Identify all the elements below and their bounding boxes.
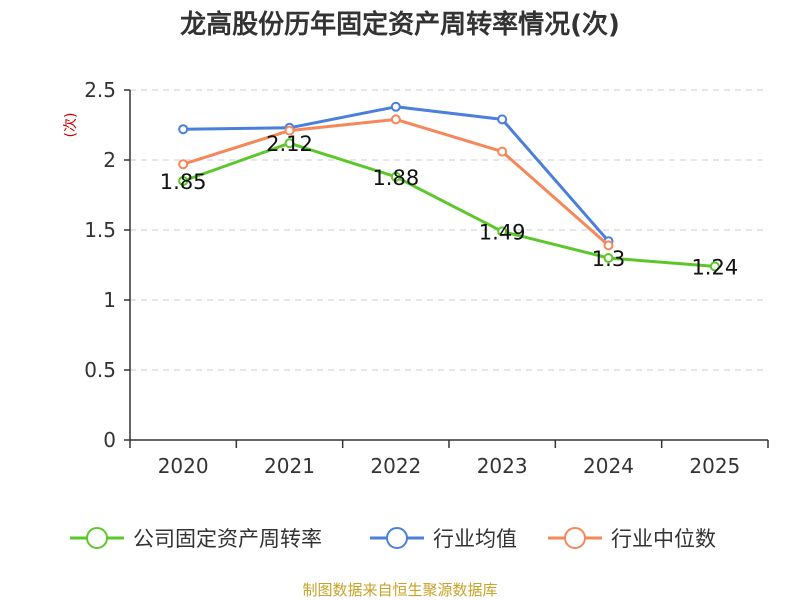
x-tick-label: 2024: [583, 454, 634, 478]
legend-label: 公司固定资产周转率: [133, 527, 322, 551]
legend-label: 行业均值: [433, 527, 517, 551]
data-label: 1.3: [592, 247, 625, 271]
data-label: 1.85: [160, 170, 207, 194]
series-lines: [178, 101, 720, 272]
x-tick-label: 2025: [689, 454, 740, 478]
legend-marker-icon: [564, 527, 586, 549]
source-note: 制图数据来自恒生聚源数据库: [302, 581, 497, 599]
data-label: 1.88: [372, 166, 419, 190]
data-point: [709, 261, 720, 272]
y-tick-label: 1.5: [84, 218, 116, 242]
axes: 0 0.5 1 1.5 2 2.5 2020 2021 2022 2023 2024 2025: [84, 78, 769, 478]
data-point: [603, 240, 614, 251]
data-label: 2.12: [266, 132, 313, 156]
x-tick-label: 2020: [158, 454, 209, 478]
data-point: [497, 226, 508, 237]
data-point: [497, 114, 508, 125]
data-point: [390, 171, 401, 182]
data-labels: 1.85 2.12 1.88 1.49 1.3 1.24: [160, 132, 738, 279]
data-point: [603, 253, 614, 263]
data-point: [390, 101, 401, 112]
y-tick-label: 2: [103, 148, 116, 172]
data-label: 1.49: [479, 220, 526, 244]
legend-marker-icon: [86, 527, 108, 549]
x-tick-label: 2023: [477, 454, 528, 478]
data-point: [178, 159, 189, 170]
chart-title: 龙高股份历年固定资产周转率情况(次): [180, 9, 620, 40]
x-tick-label: 2021: [264, 454, 315, 478]
series-line: [182, 141, 715, 268]
y-tick-label: 1: [103, 288, 116, 312]
y-tick-label: 0: [103, 428, 116, 452]
data-point: [284, 125, 295, 136]
data-point: [178, 176, 189, 186]
y-axis-label: (次): [63, 113, 79, 138]
legend-marker-icon: [386, 527, 408, 549]
grid-lines: [130, 89, 768, 371]
y-tick-label: 0.5: [84, 358, 116, 382]
data-point: [284, 138, 295, 149]
data-point: [390, 114, 401, 125]
y-tick-label: 2.5: [84, 78, 116, 102]
data-point: [178, 124, 189, 135]
data-point: [497, 146, 508, 157]
data-label: 1.24: [691, 255, 738, 279]
legend-label: 行业中位数: [611, 527, 716, 551]
legend: 公司固定资产周转率 行业均值 行业中位数: [70, 527, 716, 551]
x-tick-label: 2022: [370, 454, 421, 478]
